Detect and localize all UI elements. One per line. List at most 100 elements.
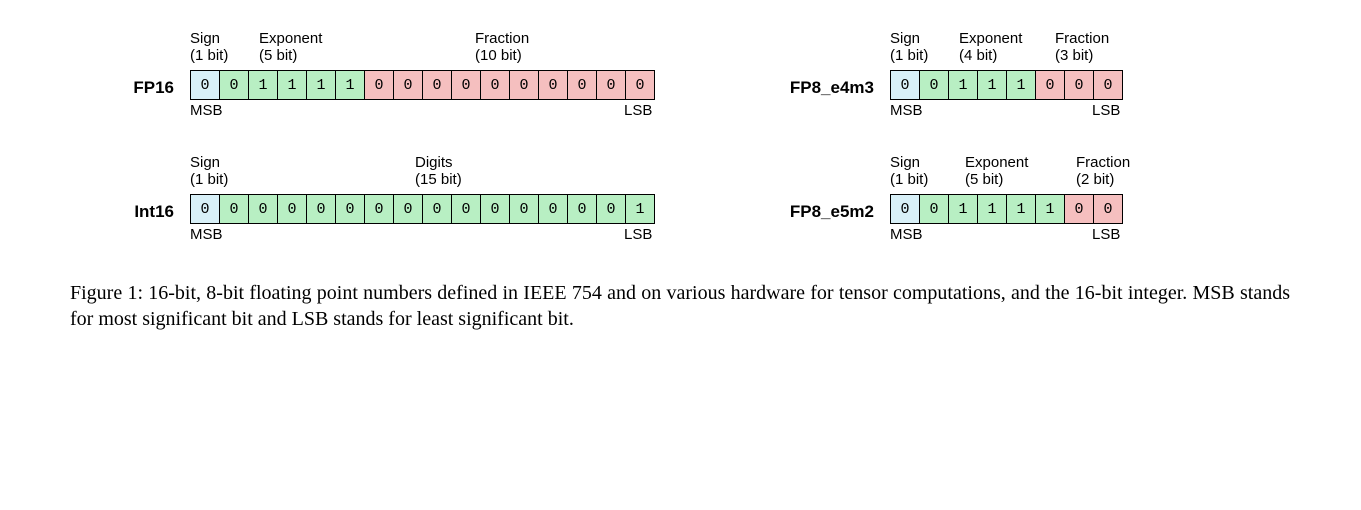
- field-label: Exponent(4 bit): [959, 30, 1022, 65]
- bit-cell: 0: [364, 70, 394, 100]
- format-fp8_e5m2: FP8_e5m2Sign(1 bit)Exponent(5 bit)Fracti…: [770, 154, 1330, 246]
- field-label-line2: (10 bit): [475, 47, 522, 64]
- figure-caption: Figure 1: 16-bit, 8-bit floating point n…: [70, 280, 1290, 333]
- bit-cell: 0: [306, 194, 336, 224]
- bit-cell: 0: [1035, 70, 1065, 100]
- bit-cell: 0: [480, 70, 510, 100]
- msb-lsb-row: MSBLSB: [890, 102, 1330, 122]
- bit-cell: 0: [625, 70, 655, 100]
- field-label-line2: (2 bit): [1076, 171, 1114, 188]
- bit-cell: 0: [190, 194, 220, 224]
- field-labels: Sign(1 bit) Digits(15 bit): [190, 154, 730, 194]
- bit-cell: 0: [538, 70, 568, 100]
- field-label-line2: (1 bit): [890, 47, 928, 64]
- bit-cell: 0: [393, 70, 423, 100]
- bit-cell: 0: [190, 70, 220, 100]
- msb-lsb-row: MSB LSB: [890, 226, 1330, 246]
- field-label-line1: Sign: [890, 30, 920, 47]
- bit-cell: 1: [625, 194, 655, 224]
- bit-cell: 0: [919, 70, 949, 100]
- bit-cell: 0: [422, 70, 452, 100]
- bit-cell: 0: [596, 194, 626, 224]
- bit-cell: 1: [248, 70, 278, 100]
- bit-cell: 0: [480, 194, 510, 224]
- field-label: Digits(15 bit): [415, 154, 462, 189]
- field-labels: Sign(1 bit)Exponent(5 bit)Fraction(2 bit…: [890, 154, 1330, 194]
- bit-row: 00111100: [890, 194, 1330, 224]
- field-label-line2: (1 bit): [190, 171, 228, 188]
- bit-cell: 0: [596, 70, 626, 100]
- field-label-line1: Fraction: [1076, 154, 1130, 171]
- field-label-line2: (15 bit): [415, 171, 462, 188]
- bit-cell: 0: [509, 194, 539, 224]
- bit-cell: 0: [422, 194, 452, 224]
- field-label-line2: (4 bit): [959, 47, 997, 64]
- format-fp16: FP16Sign(1 bit)Exponent(5 bit)Fraction(1…: [70, 30, 730, 122]
- format-body: Sign(1 bit) Exponent(4 bit) Fraction(3 bit…: [890, 30, 1330, 122]
- msb-label: MSB: [890, 102, 923, 119]
- bit-row: 0000000000000001: [190, 194, 730, 224]
- field-label: Fraction(10 bit): [475, 30, 529, 65]
- bit-cell: 0: [1064, 70, 1094, 100]
- msb-lsb-row: MSB LSB: [190, 226, 730, 246]
- bit-cell: 0: [451, 194, 481, 224]
- bit-cell: 1: [1006, 194, 1036, 224]
- format-int16: Int16Sign(1 bit)Digits(15 bit)0000000000…: [70, 154, 730, 246]
- bit-cell: 0: [1093, 194, 1123, 224]
- field-label-line1: Sign: [190, 154, 220, 171]
- figure-grid: FP16Sign(1 bit)Exponent(5 bit)Fraction(1…: [70, 30, 1291, 246]
- lsb-label: LSB: [624, 102, 652, 119]
- lsb-label: LSB: [624, 226, 652, 243]
- field-labels: Sign(1 bit) Exponent(4 bit) Fraction(3 bit…: [890, 30, 1330, 70]
- bit-cell: 0: [451, 70, 481, 100]
- msb-label: MSB: [890, 226, 923, 243]
- bit-row: 00111000: [890, 70, 1330, 100]
- field-label-line2: (3 bit): [1055, 47, 1093, 64]
- bit-cell: 0: [567, 70, 597, 100]
- bit-cell: 1: [306, 70, 336, 100]
- bit-cell: 1: [948, 70, 978, 100]
- field-label-line1: Digits: [415, 154, 453, 171]
- bit-cell: 1: [277, 70, 307, 100]
- format-name: FP16: [70, 30, 190, 98]
- bit-cell: 0: [1064, 194, 1094, 224]
- field-label-line1: Fraction: [475, 30, 529, 47]
- bit-cell: 0: [219, 194, 249, 224]
- field-label-line2: (5 bit): [965, 171, 1003, 188]
- field-labels: Sign(1 bit)Exponent(5 bit)Fraction(10 bi…: [190, 30, 730, 70]
- format-fp8_e4m3: FP8_e4m3Sign(1 bit)Exponent(4 bit)Fracti…: [770, 30, 1330, 122]
- bit-cell: 1: [1006, 70, 1036, 100]
- bit-cell: 0: [393, 194, 423, 224]
- format-name: FP8_e5m2: [770, 154, 890, 222]
- lsb-label: LSB: [1092, 226, 1120, 243]
- bit-cell: 1: [1035, 194, 1065, 224]
- bit-cell: 1: [948, 194, 978, 224]
- field-label: Sign(1 bit): [890, 154, 928, 189]
- format-name: Int16: [70, 154, 190, 222]
- bit-cell: 1: [335, 70, 365, 100]
- bit-cell: 1: [977, 194, 1007, 224]
- field-label-line1: Exponent: [959, 30, 1022, 47]
- bit-cell: 0: [277, 194, 307, 224]
- page: FP16Sign(1 bit)Exponent(5 bit)Fraction(1…: [0, 0, 1361, 363]
- bit-cell: 0: [364, 194, 394, 224]
- bit-cell: 0: [509, 70, 539, 100]
- msb-label: MSB: [190, 226, 223, 243]
- msb-label: MSB: [190, 102, 223, 119]
- bit-cell: 0: [890, 70, 920, 100]
- bit-row: 0011110000000000: [190, 70, 730, 100]
- field-label-line1: Fraction: [1055, 30, 1109, 47]
- format-body: Sign(1 bit)Exponent(5 bit)Fraction(10 bi…: [190, 30, 730, 122]
- bit-cell: 1: [977, 70, 1007, 100]
- msb-lsb-row: MSB LSB: [190, 102, 730, 122]
- bit-cell: 0: [335, 194, 365, 224]
- bit-cell: 0: [567, 194, 597, 224]
- field-label-line2: (5 bit): [259, 47, 297, 64]
- field-label-line1: Sign: [890, 154, 920, 171]
- bit-cell: 0: [890, 194, 920, 224]
- field-label-line1: Exponent: [259, 30, 322, 47]
- field-label-line2: (1 bit): [190, 47, 228, 64]
- field-label: Sign(1 bit): [890, 30, 928, 65]
- field-label: Fraction(2 bit): [1076, 154, 1130, 189]
- bit-cell: 0: [1093, 70, 1123, 100]
